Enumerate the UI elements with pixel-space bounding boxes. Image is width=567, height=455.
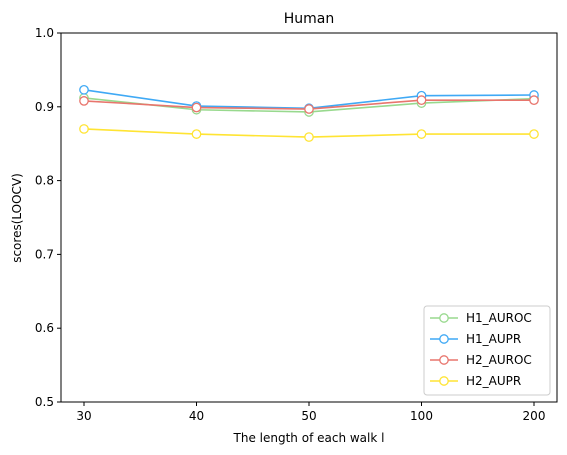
series-h2-auroc (79, 95, 539, 114)
legend-label: H2_AUPR (466, 374, 521, 388)
series-group (79, 84, 539, 142)
y-tick-label: 0.5 (35, 395, 54, 409)
y-tick-label: 0.8 (35, 174, 54, 188)
x-axis-label: The length of each walk l (233, 431, 385, 445)
legend-item: H1_AUPR (430, 332, 521, 346)
legend-label: H1_AUROC (466, 311, 532, 325)
legend-swatch-marker (439, 376, 449, 386)
legend-label: H2_AUROC (466, 353, 532, 367)
data-point (416, 95, 427, 106)
y-axis-label: scores(LOOCV) (10, 173, 24, 263)
legend: H1_AUROC H1_AUPR H2_AUROC H2_AUPR (423, 305, 551, 396)
data-point (79, 96, 89, 106)
y-tick-label: 0.9 (35, 100, 54, 114)
legend-item: H2_AUPR (430, 374, 521, 388)
legend-swatch-marker (439, 355, 449, 365)
data-point (79, 124, 89, 134)
data-point (529, 129, 539, 139)
y-tick-label: 0.7 (35, 247, 54, 261)
series-h2-aupr (79, 124, 539, 142)
x-tick-label: 50 (301, 409, 316, 423)
legend-item: H2_AUROC (430, 353, 532, 367)
chart-title: Human (284, 11, 335, 27)
data-point (191, 129, 202, 139)
x-tick-label: 200 (523, 409, 546, 423)
legend-swatch-marker (439, 334, 449, 344)
legend-box (423, 305, 551, 396)
data-point (529, 95, 539, 106)
x-tick-label: 100 (410, 409, 433, 423)
x-tick-label: 40 (189, 409, 204, 423)
legend-label: H1_AUPR (466, 332, 521, 346)
data-point (304, 104, 314, 114)
x-tick-label: 30 (76, 409, 91, 423)
legend-item: H1_AUROC (430, 311, 532, 325)
data-point (191, 102, 202, 113)
y-tick-label: 1.0 (35, 26, 54, 40)
axes: 0.5 0.6 0.7 0.8 0.9 1.0 30 40 50 100 200 (35, 26, 558, 423)
data-point (304, 132, 314, 142)
y-tick-label: 0.6 (35, 321, 54, 335)
legend-swatch-marker (439, 313, 449, 323)
data-point (416, 129, 427, 139)
data-point (79, 84, 89, 95)
